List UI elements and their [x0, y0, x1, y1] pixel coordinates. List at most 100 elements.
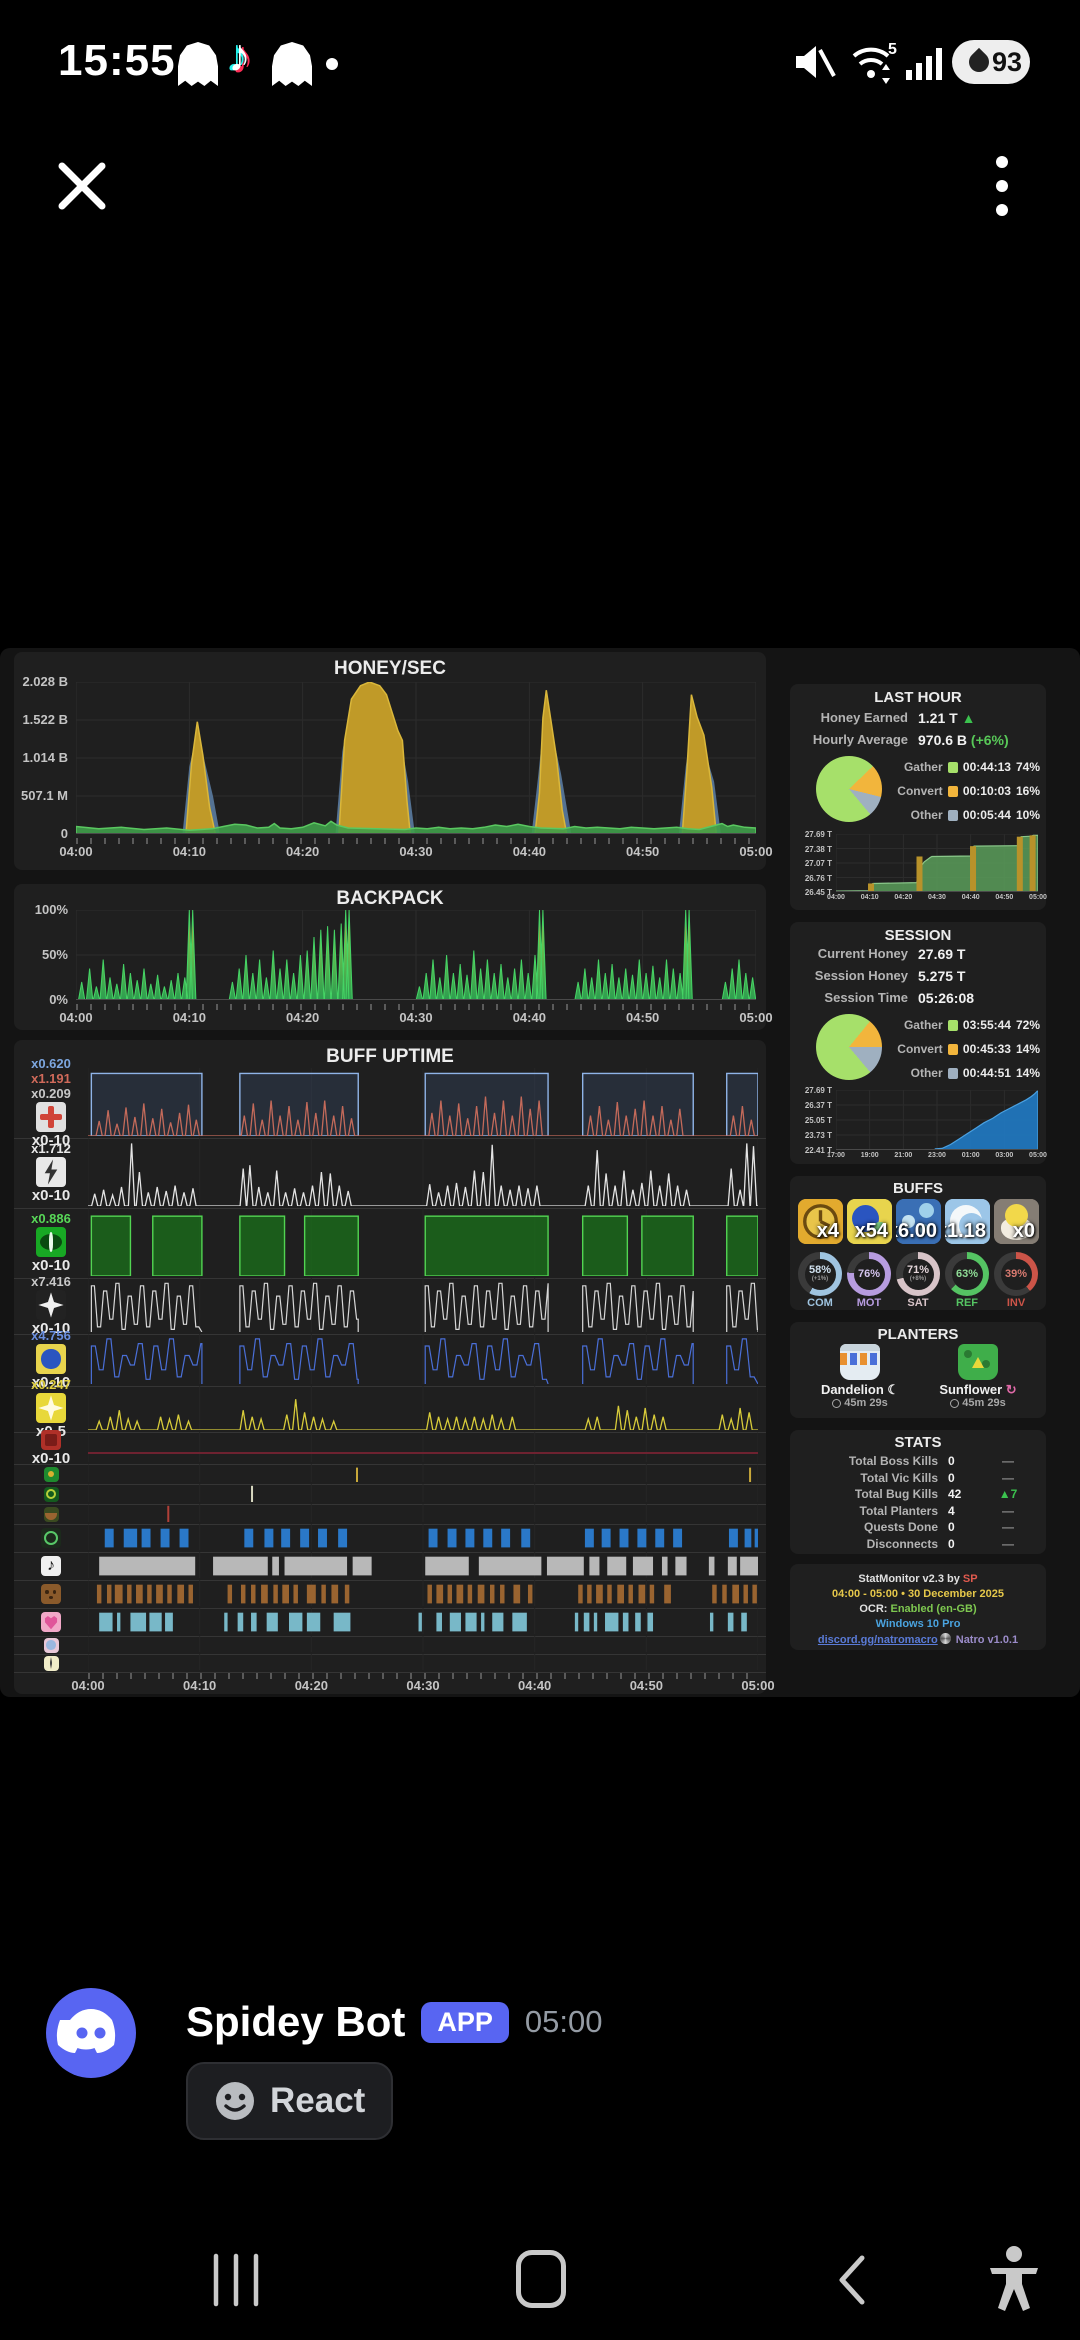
react-label: React — [270, 2081, 366, 2120]
y-tick-label: 27.38 T — [804, 844, 832, 854]
timer-clock-icon — [950, 1398, 960, 1408]
home-button[interactable] — [516, 2250, 566, 2308]
stat-delta: — — [1002, 1536, 1014, 1551]
donut-percent: 76% — [857, 1267, 881, 1280]
session-value: 27.69 T — [918, 946, 966, 962]
last-hour-title: LAST HOUR — [874, 689, 962, 706]
stat-value: 42 — [948, 1487, 962, 1501]
buff-row-chart — [87, 1068, 759, 1138]
footer-panel: StatMonitor v2.3 by SP 04:00 - 05:00 • 30… — [790, 1564, 1046, 1650]
buff-range-label: x0-10 — [31, 1187, 71, 1204]
session-honey-chart — [835, 1089, 1039, 1151]
footer-line: OCR: Enabled (en-GB) — [790, 1603, 1046, 1615]
legend-chip — [947, 1019, 958, 1031]
snapchat-notification-icon — [272, 42, 312, 86]
recents-button[interactable] — [208, 2252, 268, 2308]
gear-buff-icon — [43, 1486, 59, 1502]
y-tick-label: 26.76 T — [804, 873, 832, 883]
buff-row-icon-column: ♪ — [14, 1552, 88, 1580]
buff-row-chart — [87, 1524, 759, 1552]
legend-row: Other 00:05:44 10% — [894, 808, 1040, 822]
planter-rim — [840, 1344, 880, 1351]
buff-row-chart — [87, 1208, 759, 1278]
close-button[interactable] — [52, 156, 112, 216]
buff-row-speed-buff: x1.712 x0-10 — [14, 1138, 766, 1209]
bot-avatar[interactable] — [46, 1988, 136, 2078]
message-timestamp: 05:00 — [524, 2004, 603, 2039]
y-tick-label: 100% — [34, 902, 68, 918]
donut-sat: 71% (+8%) — [896, 1252, 940, 1296]
donut-delta: (+1%) — [811, 1276, 829, 1282]
battery-percent: 93 — [991, 46, 1022, 77]
x-tick-label: 05:00 — [1029, 1152, 1047, 1159]
react-button[interactable]: React — [186, 2062, 394, 2140]
last-hour-pie-chart — [816, 756, 882, 822]
donut-inv: 39% — [994, 1252, 1038, 1296]
donut-hole: 71% (+8%) — [902, 1258, 934, 1290]
legend-percent: 14% — [1015, 1066, 1040, 1080]
x-tick-label: 05:00 — [739, 844, 773, 859]
donut-mot: 76% — [847, 1252, 891, 1296]
buff-range-label: x0-10 — [31, 1374, 71, 1391]
focus-buff-icon — [36, 1227, 66, 1257]
donut-percent: 63% — [955, 1267, 979, 1280]
discord-invite-link[interactable]: discord.gg/natromacro — [817, 1634, 938, 1646]
y-tick-label: 1.014 B — [22, 750, 68, 766]
last-hour-label: Honey Earned — [820, 710, 908, 725]
signal-bars-icon — [906, 48, 942, 80]
planter-timer: 45m 29s — [806, 1397, 914, 1409]
natro-swirl-icon — [939, 1633, 951, 1644]
buff-row-icon-column — [14, 1464, 88, 1484]
buff-multiplier-label: x0.247 — [31, 1377, 71, 1392]
notification-dot-icon — [326, 58, 338, 70]
planter-name: Dandelion ☾ — [820, 1382, 900, 1397]
last-hour-value: 970.6 B (+6%) — [918, 732, 1009, 748]
stats-panel: STATS Total Boss Kills 0 — Total Vic Kills 0… — [790, 1430, 1046, 1554]
buff-row-music-buff: ♪ — [14, 1552, 766, 1581]
x-tick-label: 04:30 — [928, 894, 946, 901]
donut-percent: 71% — [906, 1264, 930, 1276]
donut-com: 58% (+1%) — [798, 1252, 842, 1296]
x-tick-label: 04:20 — [286, 844, 320, 859]
y-tick-label: 27.69 T — [804, 1086, 832, 1095]
back-button[interactable] — [834, 2252, 870, 2308]
last-hour-value: 1.21 T ▲ — [918, 710, 976, 726]
x-tick-label: 04:30 — [399, 1010, 433, 1025]
bot-name[interactable]: Spidey Bot — [186, 1998, 406, 2045]
x-tick-label: 04:10 — [860, 894, 879, 901]
donut-percent: 39% — [1004, 1267, 1028, 1280]
donut-label: MOT — [856, 1297, 882, 1309]
footer-text: OCR: — [859, 1603, 891, 1615]
footer-text: Natro v1.0.1 — [952, 1634, 1019, 1646]
buff-row-icon-column — [14, 1484, 88, 1504]
donut-hole: 39% — [1000, 1258, 1032, 1290]
app-badge: APP — [421, 2001, 509, 2043]
x-tick-label: 04:10 — [172, 1010, 206, 1025]
buff-row-icon-column — [14, 1504, 88, 1524]
buff-count-label: x6.00 — [896, 1220, 937, 1242]
legend-row: Gather 00:44:13 74% — [894, 760, 1040, 774]
speed-buff-icon — [36, 1157, 66, 1187]
stat-label: Total Planters — [859, 1503, 938, 1518]
buff-count-label: x4 — [816, 1220, 839, 1242]
accessibility-button[interactable] — [984, 2244, 1044, 2314]
festive-planter-icon — [840, 1344, 880, 1380]
legend-percent: 72% — [1015, 1018, 1040, 1032]
buff-range-label: x0-10 — [31, 1320, 71, 1337]
x-tick-label: 04:40 — [961, 894, 980, 901]
pop-star-buff-icon — [36, 1290, 66, 1320]
x-tick-label: 04:10 — [172, 844, 206, 859]
overflow-menu-button[interactable] — [984, 152, 1020, 222]
buff-row-icon-column: x1.712 x0-10 — [14, 1138, 88, 1208]
last-hour-panel: LAST HOUR Gather 00:44:13 74% Convert 00:10:… — [790, 684, 1047, 910]
planters-title: PLANTERS — [877, 1326, 959, 1343]
chick-buff-icon-icon — [994, 1199, 1039, 1244]
y-tick-label: 0% — [49, 992, 68, 1008]
buff-row-chart — [87, 1608, 759, 1636]
x-tick-label: 19:00 — [860, 1152, 879, 1159]
bubbles-buff-icon-icon — [896, 1199, 941, 1244]
x-tick-label: 04:50 — [629, 1678, 663, 1693]
footer-line: Windows 10 Pro — [790, 1618, 1046, 1630]
